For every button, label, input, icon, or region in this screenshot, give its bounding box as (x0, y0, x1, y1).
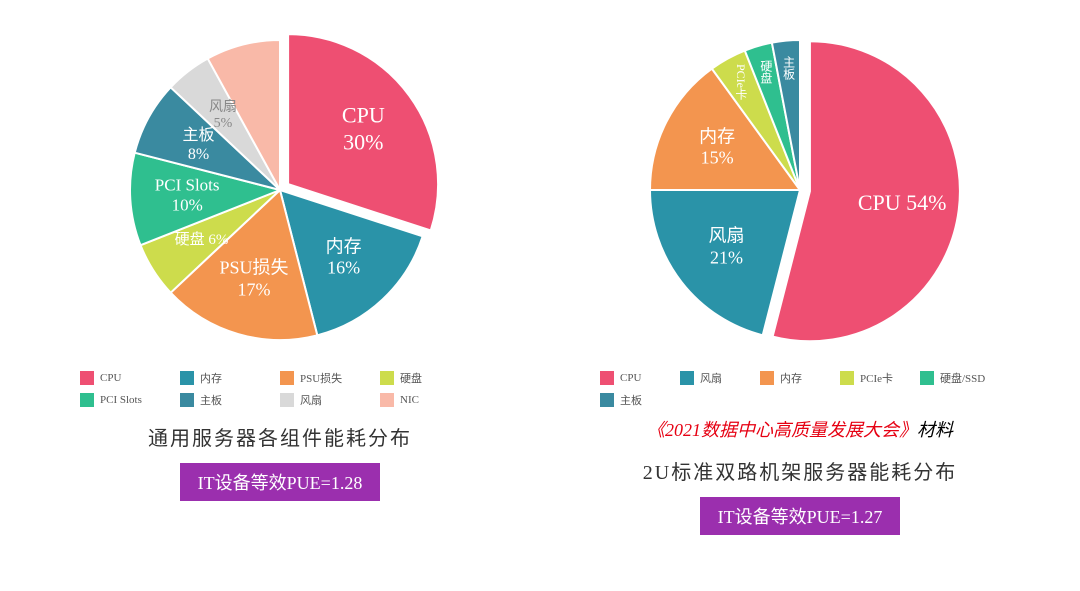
legend-swatch (380, 393, 394, 407)
legend-swatch (840, 371, 854, 385)
legend-label: NIC (400, 394, 419, 406)
legend-swatch (600, 371, 614, 385)
legend-swatch (180, 371, 194, 385)
legend-label: PCI Slots (100, 394, 142, 406)
legend-label: 硬盘/SSD (940, 370, 985, 386)
slice-label-fan: 风扇21% (709, 225, 745, 268)
right-caption: 2U标准双路机架服务器能耗分布 (643, 456, 957, 485)
left-caption: 通用服务器各组件能耗分布 (148, 422, 412, 451)
source-black-text: 材料 (917, 420, 953, 440)
right-source-line: 《2021数据中心高质量发展大会》材料 (647, 416, 953, 442)
legend-label: 主板 (620, 392, 642, 408)
source-red-text: 《2021数据中心高质量发展大会》 (647, 420, 917, 440)
legend-item: CPU (600, 370, 680, 386)
legend-swatch (920, 371, 934, 385)
legend-item: PSU损失 (280, 370, 380, 386)
legend-item: CPU (80, 370, 180, 386)
legend-item: 硬盘 (380, 370, 480, 386)
slice-label-cpu: CPU 54% (858, 190, 947, 216)
right-legend: CPU 风扇 内存 PCIe卡 硬盘/SSD 主板 (600, 370, 1000, 408)
slice-label-mem: 内存15% (699, 126, 735, 169)
legend-swatch (80, 371, 94, 385)
legend-item: 硬盘/SSD (920, 370, 1000, 386)
left-pie-chart: CPU30%内存16%PSU损失17%硬盘 6%PCI Slots10%主板8%… (90, 20, 470, 360)
legend-swatch (600, 393, 614, 407)
right-pue-badge: IT设备等效PUE=1.27 (700, 497, 901, 535)
legend-item: 风扇 (680, 370, 760, 386)
right-pie-chart: CPU 54% 风扇21% 内存15% PCIe卡硬盘主板 (610, 20, 990, 360)
slice-label-pcie: PCIe卡 (734, 64, 748, 100)
legend-item: 内存 (760, 370, 840, 386)
slice-label-mem: 内存16% (326, 236, 362, 279)
legend-swatch (280, 371, 294, 385)
legend-swatch (380, 371, 394, 385)
left-chart-panel: CPU30%内存16%PSU损失17%硬盘 6%PCI Slots10%主板8%… (30, 20, 530, 571)
legend-item: NIC (380, 392, 480, 408)
legend-swatch (680, 371, 694, 385)
legend-item: 主板 (600, 392, 680, 408)
legend-label: 内存 (200, 370, 222, 386)
legend-item: 主板 (180, 392, 280, 408)
legend-item: 风扇 (280, 392, 380, 408)
slice-label-pci: PCI Slots10% (155, 175, 220, 216)
right-chart-panel: CPU 54%风扇21%内存15%PCIe卡硬盘主板 CPU风扇内存PCIe卡硬… (550, 20, 1050, 571)
legend-item: PCI Slots (80, 392, 180, 408)
legend-label: 风扇 (300, 392, 322, 408)
legend-swatch (80, 393, 94, 407)
slice-label-hdd: 硬盘 6% (175, 231, 229, 249)
legend-label: PCIe卡 (860, 370, 893, 386)
legend-swatch (760, 371, 774, 385)
slice-label-cpu: CPU30% (342, 103, 385, 156)
legend-label: CPU (100, 372, 121, 384)
slice-label-fan: 风扇5% (209, 100, 237, 134)
slice-label-hdd: 硬盘 (758, 60, 772, 84)
left-legend: CPU 内存 PSU损失 硬盘 PCI Slots 主板 风扇 NIC (80, 370, 480, 408)
legend-swatch (280, 393, 294, 407)
left-pue-badge: IT设备等效PUE=1.28 (180, 463, 381, 501)
legend-label: 风扇 (700, 370, 722, 386)
legend-label: 主板 (200, 392, 222, 408)
legend-label: 硬盘 (400, 370, 422, 386)
legend-label: CPU (620, 372, 641, 384)
legend-label: PSU损失 (300, 370, 342, 386)
legend-item: PCIe卡 (840, 370, 920, 386)
slice-label-psu: PSU损失17% (220, 258, 289, 301)
legend-label: 内存 (780, 370, 802, 386)
legend-swatch (180, 393, 194, 407)
legend-item: 内存 (180, 370, 280, 386)
slice-label-mb: 主板 (781, 56, 795, 80)
